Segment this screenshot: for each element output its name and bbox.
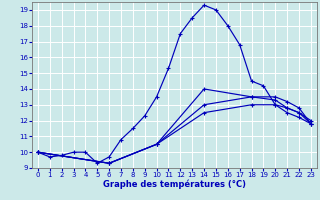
- X-axis label: Graphe des températures (°C): Graphe des températures (°C): [103, 180, 246, 189]
